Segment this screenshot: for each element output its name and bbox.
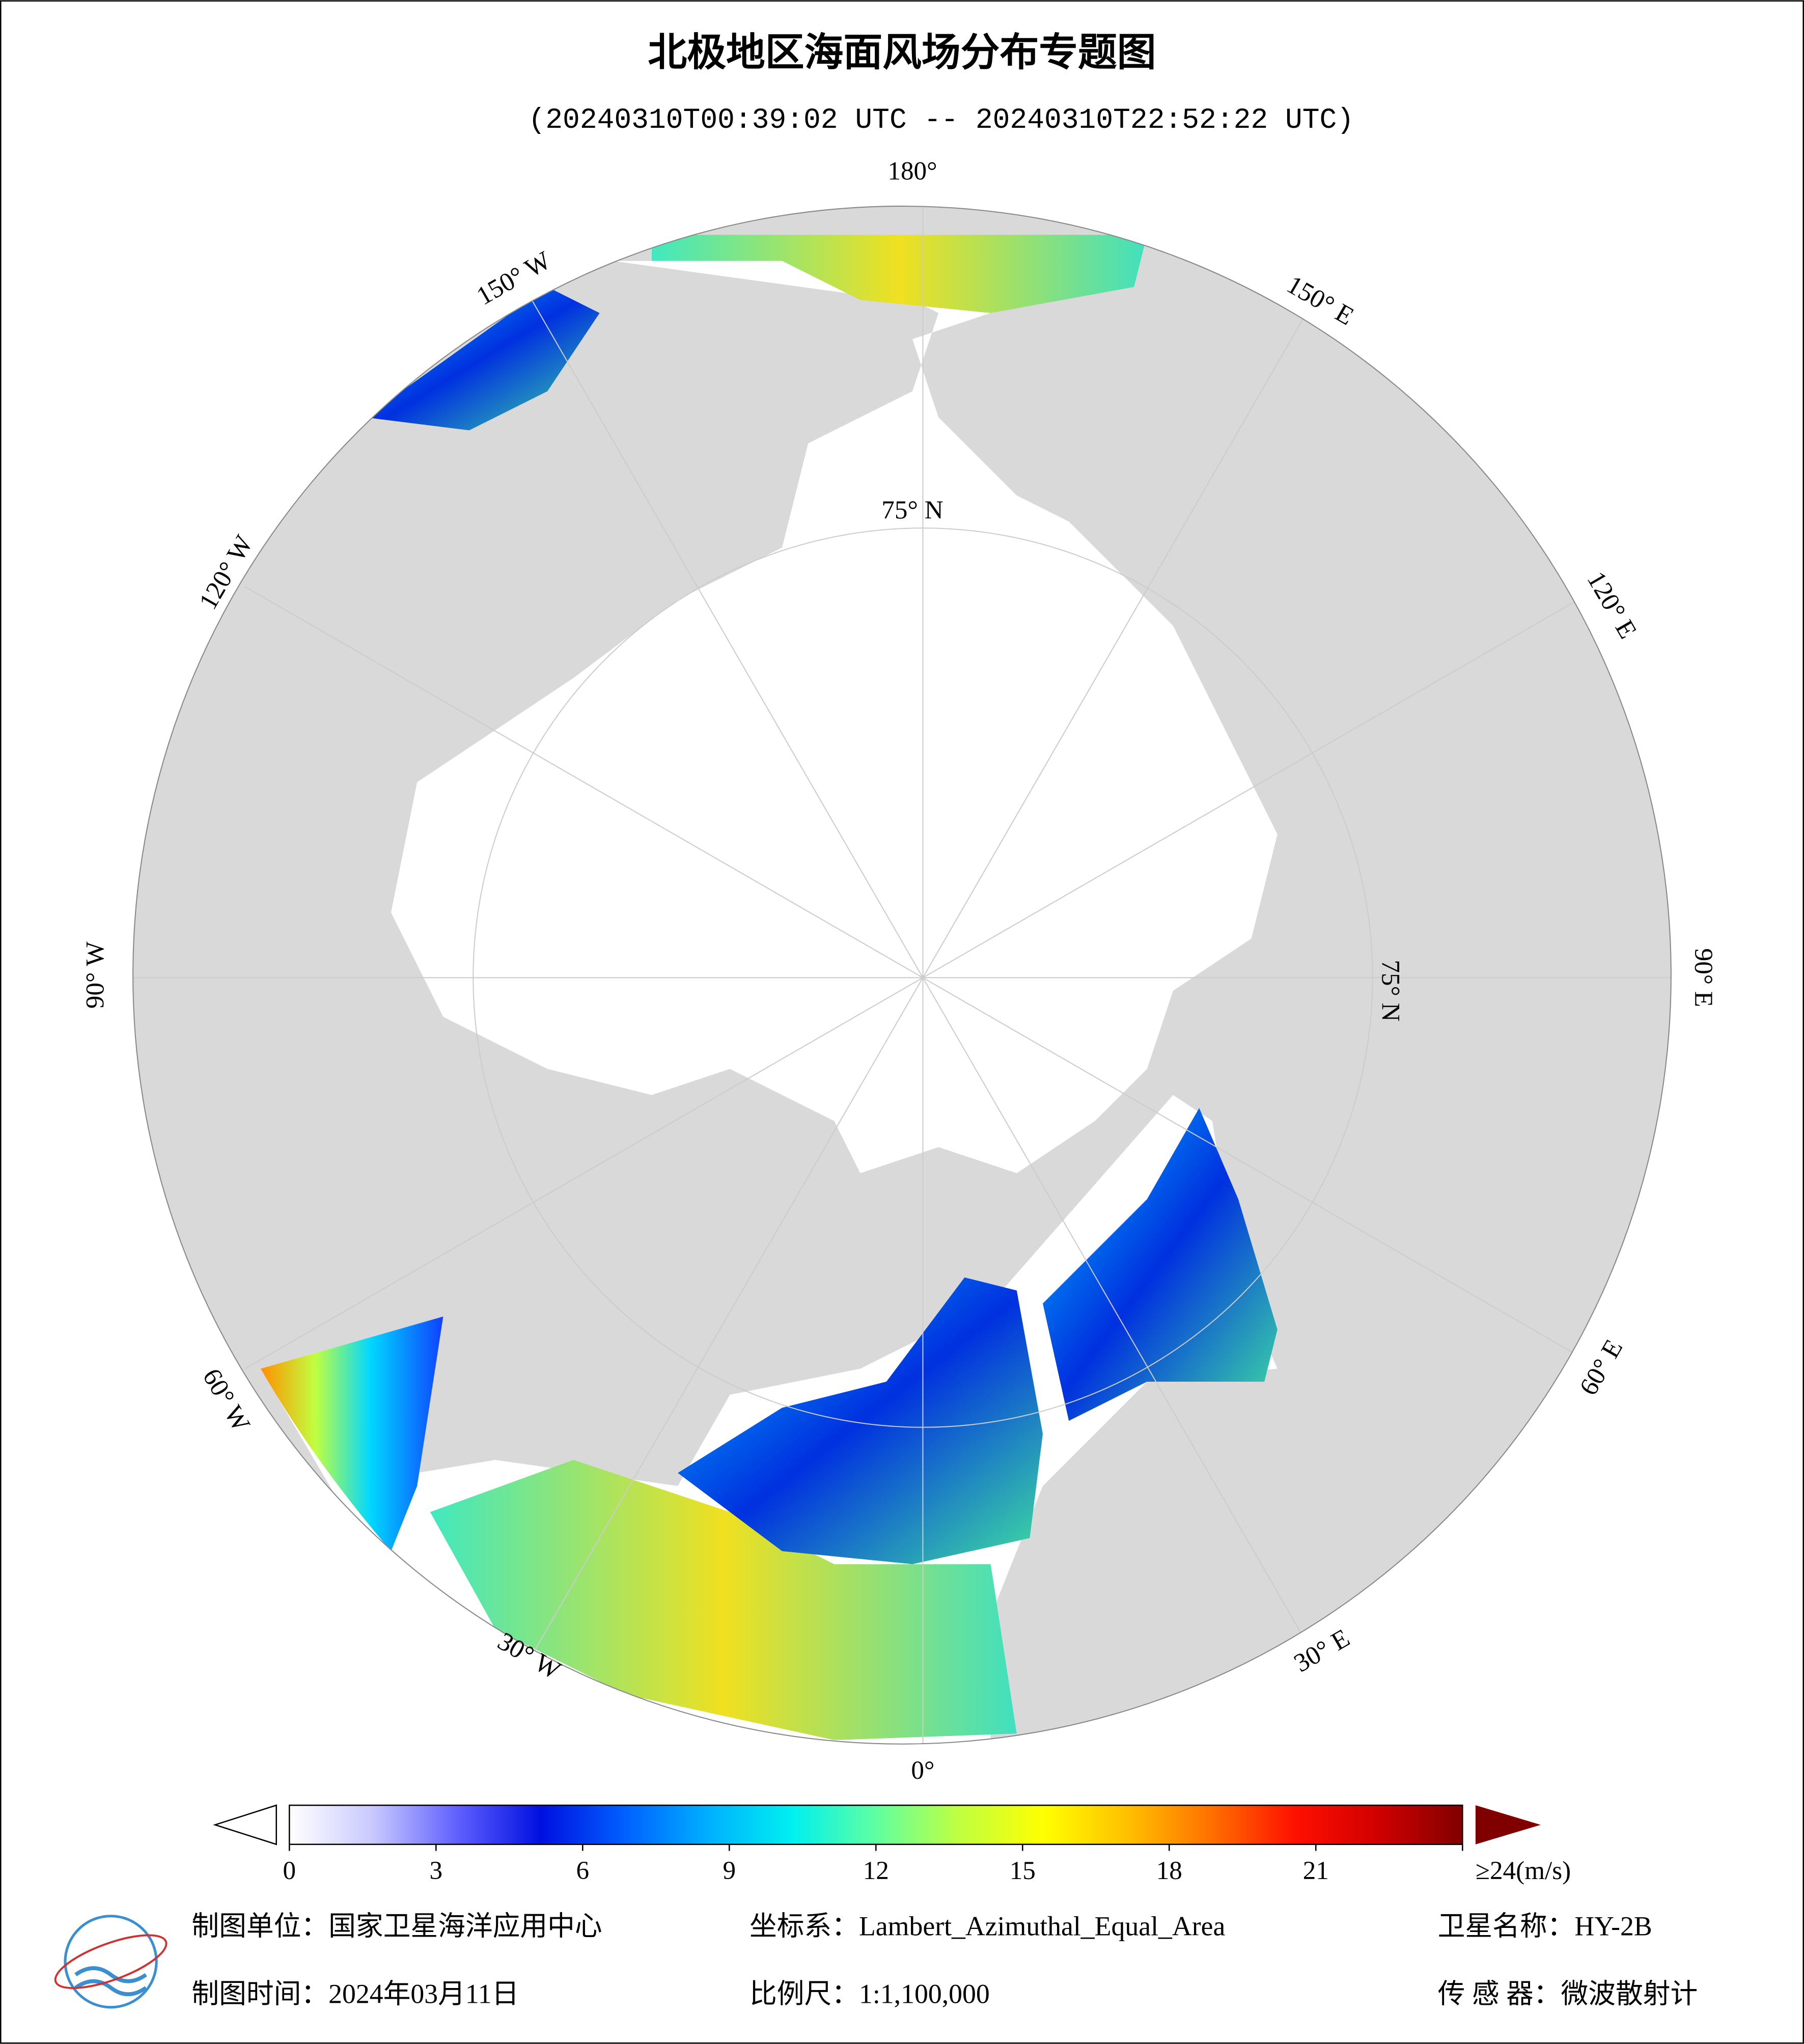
footer-crs: 坐标系：Lambert_Azimuthal_Equal_Area [750, 1911, 1226, 1942]
footer: 制图单位：国家卫星海洋应用中心 坐标系：Lambert_Azimuthal_Eq… [191, 1911, 1698, 2009]
footer-sensor: 传 感 器：微波散射计 [1438, 1979, 1698, 2009]
title: 北极地区海面风场分布专题图 [648, 30, 1156, 75]
map-outline [132, 205, 1672, 1745]
wind-field [678, 1277, 1043, 1564]
colorbar-tick-label: 21 [1303, 1856, 1329, 1885]
wind-field [651, 235, 1147, 313]
wind-field [1042, 1108, 1278, 1421]
footer-date: 制图时间：2024年03月11日 [191, 1979, 519, 2009]
lon-label: 90° E [1689, 948, 1718, 1007]
colorbar-under [213, 1804, 277, 1845]
colorbar-tick-label: 18 [1156, 1856, 1182, 1885]
colorbar-tick-label: 9 [723, 1856, 736, 1885]
logo [54, 1915, 168, 2009]
subtitle: (20240310T00:39:02 UTC -- 20240310T22:52… [528, 104, 1354, 136]
lon-label: 0° [911, 1756, 934, 1785]
colorbar-tick-label: 0 [283, 1856, 296, 1885]
colorbar-tick-label: 15 [1010, 1856, 1036, 1885]
lat-label: 75° N [881, 495, 943, 524]
lon-label: 90° W [81, 941, 110, 1009]
wind-field [365, 287, 600, 431]
colorbar: 0 3 6 9 12 15 18 21 ≥24(m/s) [213, 1804, 1571, 1885]
colorbar-tick-label: 12 [863, 1856, 889, 1885]
footer-unit: 制图单位：国家卫星海洋应用中心 [191, 1911, 602, 1942]
colorbar-over [1475, 1805, 1541, 1844]
arctic-ocean [391, 261, 1278, 1173]
footer-scale: 比例尺：1:1,100,000 [750, 1979, 990, 2009]
colorbar-tick-label: 6 [576, 1856, 590, 1885]
wind-field [260, 1317, 443, 1551]
colorbar-tick-label: 3 [430, 1856, 443, 1885]
colorbar-bar [289, 1804, 1463, 1845]
footer-satellite: 卫星名称：HY-2B [1438, 1911, 1652, 1942]
colorbar-tick-label: ≥24(m/s) [1476, 1856, 1571, 1885]
lat-label: 75° N [1376, 960, 1405, 1021]
map-body [133, 206, 1671, 1744]
graticule [133, 206, 1671, 1744]
lon-label: 180° [887, 157, 937, 186]
